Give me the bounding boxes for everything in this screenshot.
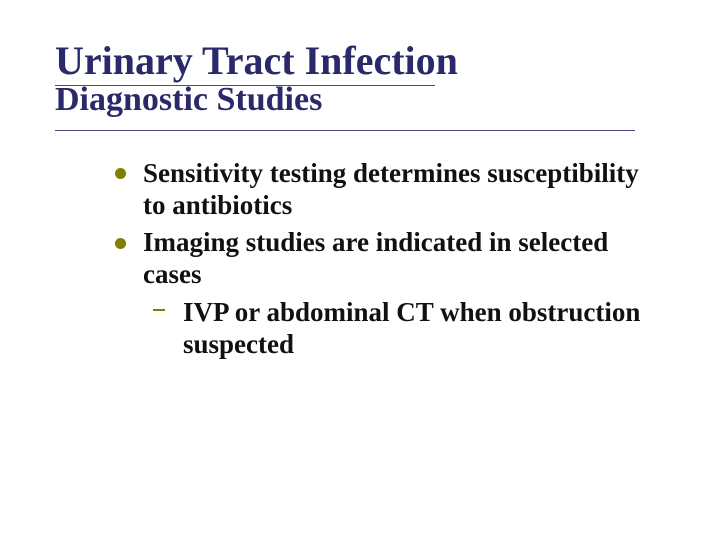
sub-bullet-text: IVP or abdominal CT when obstruction sus… bbox=[183, 297, 640, 359]
sub-bullet-item: IVP or abdominal CT when obstruction sus… bbox=[143, 297, 660, 361]
underline-rule-2 bbox=[55, 130, 635, 131]
bullet-icon bbox=[115, 168, 126, 179]
bullet-text: Imaging studies are indicated in selecte… bbox=[143, 227, 608, 289]
title-block: Urinary Tract Infection Diagnostic Studi… bbox=[55, 40, 670, 118]
slide-container: Urinary Tract Infection Diagnostic Studi… bbox=[0, 0, 720, 540]
content-area: Sensitivity testing determines susceptib… bbox=[55, 158, 670, 361]
bullet-text: Sensitivity testing determines susceptib… bbox=[143, 158, 639, 220]
slide-main-title: Urinary Tract Infection bbox=[55, 40, 670, 82]
bullet-icon bbox=[115, 238, 126, 249]
bullet-item: Sensitivity testing determines susceptib… bbox=[115, 158, 660, 222]
bullet-item: Imaging studies are indicated in selecte… bbox=[115, 227, 660, 291]
slide-sub-title: Diagnostic Studies bbox=[55, 82, 670, 118]
dash-icon bbox=[153, 309, 165, 311]
